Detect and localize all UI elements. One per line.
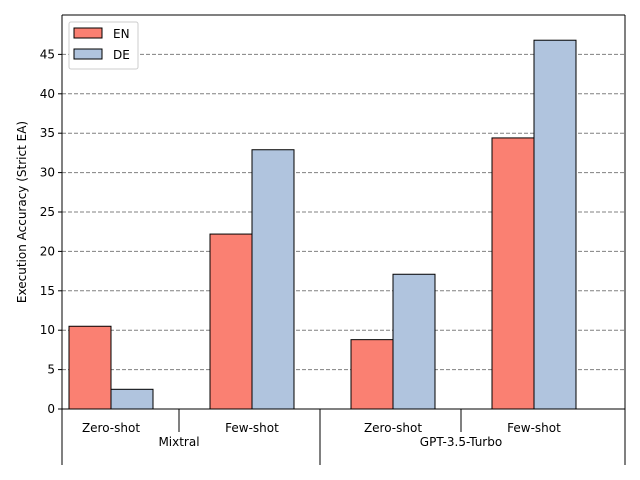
bar-de bbox=[392, 273, 436, 410]
x-category-label: Few-shot bbox=[507, 421, 561, 435]
x-category-label: Zero-shot bbox=[364, 421, 422, 435]
y-ticks: 0 5 10 15 20 25 30 35 40 45 bbox=[40, 47, 62, 416]
x-category-label: Few-shot bbox=[225, 421, 279, 435]
bar-de bbox=[533, 39, 577, 410]
legend-label-en: EN bbox=[113, 27, 130, 41]
bar-en bbox=[68, 325, 112, 410]
legend-swatch-de bbox=[73, 48, 103, 60]
y-tick-label: 10 bbox=[40, 323, 55, 337]
x-category-labels: Zero-shot Few-shot Zero-shot Few-shot Mixtra… bbox=[82, 421, 561, 449]
y-tick-label: 20 bbox=[40, 244, 55, 258]
y-tick-label: 30 bbox=[40, 166, 55, 180]
y-tick-label: 40 bbox=[40, 87, 55, 101]
y-axis-label: Execution Accuracy (Strict EA) bbox=[15, 121, 29, 303]
x-group-label: GPT-3.5-Turbo bbox=[420, 435, 502, 449]
y-tick-label: 15 bbox=[40, 284, 55, 298]
x-group-label: Mixtral bbox=[158, 435, 199, 449]
legend-label-de: DE bbox=[113, 48, 130, 62]
bar-de bbox=[110, 388, 154, 410]
x-category-label: Zero-shot bbox=[82, 421, 140, 435]
bar-de bbox=[251, 149, 295, 410]
y-tick-label: 0 bbox=[47, 402, 55, 416]
legend-swatch-en bbox=[73, 27, 103, 39]
y-tick-label: 35 bbox=[40, 126, 55, 140]
y-tick-label: 25 bbox=[40, 205, 55, 219]
y-tick-label: 5 bbox=[47, 363, 55, 377]
legend: EN DE bbox=[68, 21, 139, 70]
y-tick-label: 45 bbox=[40, 47, 55, 61]
bar-en bbox=[491, 137, 535, 410]
bars bbox=[68, 39, 577, 410]
bar-en bbox=[209, 233, 253, 410]
bar-en bbox=[350, 339, 394, 410]
